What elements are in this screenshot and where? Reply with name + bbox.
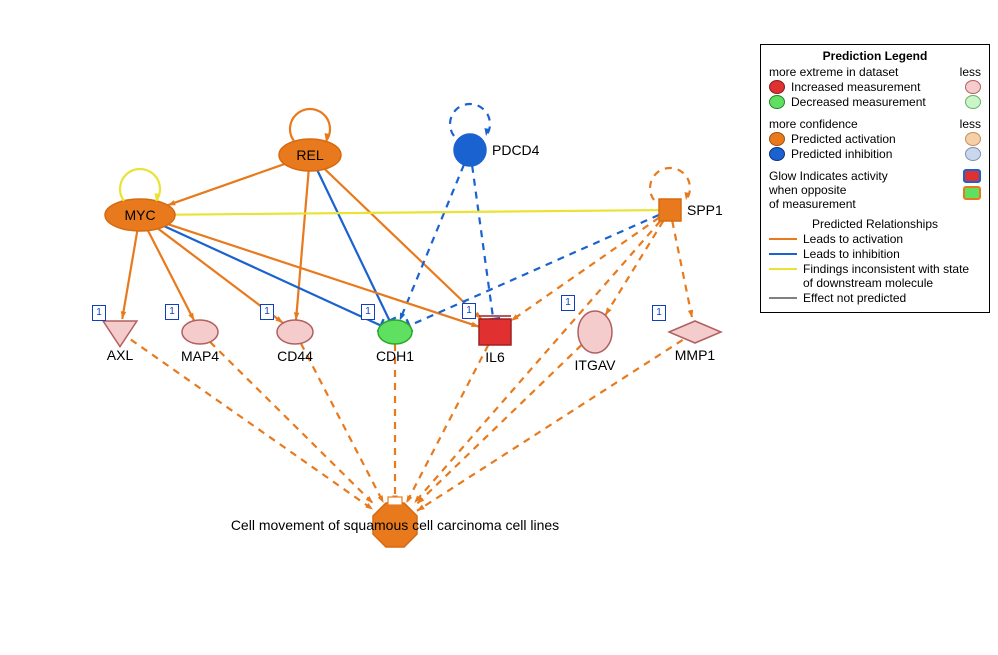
- badge-il6: 1: [462, 303, 476, 319]
- legend-row-rel-none: Effect not predicted: [769, 291, 981, 305]
- legend-glow-block: Glow Indicates activity when opposite of…: [769, 169, 981, 211]
- legend-more-conf: more confidence: [769, 117, 858, 131]
- line-orange-icon: [769, 238, 797, 240]
- swatch-pink-icon: [965, 80, 981, 94]
- legend-label-decreased: Decreased measurement: [791, 95, 959, 109]
- line-blue-icon: [769, 253, 797, 255]
- badge-map4: 1: [165, 304, 179, 320]
- swatch-bluelight-icon: [965, 147, 981, 161]
- swatch-red-icon: [769, 80, 785, 94]
- badge-itgav: 1: [561, 295, 575, 311]
- legend-row-inhibition: Predicted inhibition: [769, 147, 981, 161]
- legend-row-decreased: Decreased measurement: [769, 95, 981, 109]
- legend-row-rel-inc: Findings inconsistent with state of down…: [769, 262, 981, 290]
- legend-label-rel-act: Leads to activation: [803, 232, 981, 246]
- legend-label-rel-inc: Findings inconsistent with state of down…: [803, 262, 981, 290]
- legend-label-increased: Increased measurement: [791, 80, 959, 94]
- badge-cd44: 1: [260, 304, 274, 320]
- legend-label-rel-inh: Leads to inhibition: [803, 247, 981, 261]
- legend-label-inhibition: Predicted inhibition: [791, 147, 959, 161]
- legend-row-rel-inh: Leads to inhibition: [769, 247, 981, 261]
- prediction-legend: Prediction Legend more extreme in datase…: [760, 44, 990, 313]
- legend-label-activation: Predicted activation: [791, 132, 959, 146]
- swatch-blue-icon: [769, 147, 785, 161]
- swatch-green-icon: [769, 95, 785, 109]
- legend-less-1: less: [960, 65, 981, 79]
- legend-glow-line1: Glow Indicates activity: [769, 169, 957, 183]
- line-yellow-icon: [769, 268, 797, 270]
- legend-title: Prediction Legend: [769, 49, 981, 63]
- swatch-glow-red-icon: [963, 169, 981, 183]
- line-grey-icon: [769, 297, 797, 299]
- legend-less-2: less: [960, 117, 981, 131]
- badge-mmp1: 1: [652, 305, 666, 321]
- legend-section2-head: more confidence less: [769, 117, 981, 131]
- badge-cdh1: 1: [361, 304, 375, 320]
- legend-row-rel-act: Leads to activation: [769, 232, 981, 246]
- swatch-orangelight-icon: [965, 132, 981, 146]
- legend-more-extreme: more extreme in dataset: [769, 65, 898, 79]
- legend-section1-head: more extreme in dataset less: [769, 65, 981, 79]
- swatch-orange-icon: [769, 132, 785, 146]
- legend-relationships-title: Predicted Relationships: [769, 217, 981, 231]
- legend-row-activation: Predicted activation: [769, 132, 981, 146]
- badge-axl: 1: [92, 305, 106, 321]
- swatch-greenlight-icon: [965, 95, 981, 109]
- legend-label-rel-none: Effect not predicted: [803, 291, 981, 305]
- legend-glow-line2: when opposite: [769, 183, 957, 197]
- legend-glow-line3: of measurement: [769, 197, 957, 211]
- legend-row-increased: Increased measurement: [769, 80, 981, 94]
- swatch-glow-green-icon: [963, 186, 981, 200]
